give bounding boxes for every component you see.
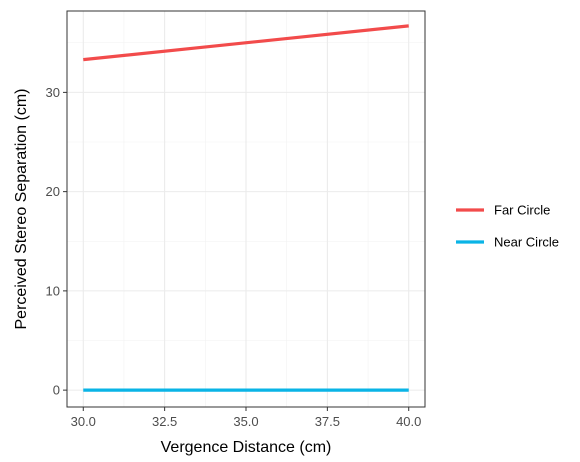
x-tick-label: 35.0 (233, 414, 258, 429)
y-tick-label: 20 (46, 184, 60, 199)
major-gridlines (67, 11, 425, 407)
x-axis: 30.0 32.5 35.0 37.5 40.0 (71, 407, 421, 429)
legend: Far Circle Near Circle (456, 203, 559, 250)
y-tick-label: 30 (46, 85, 60, 100)
legend-label-0: Far Circle (494, 203, 550, 218)
y-axis: 0 10 20 30 (46, 85, 67, 398)
y-tick-label: 10 (46, 283, 60, 298)
series-layer (83, 24, 409, 392)
x-tick-label: 30.0 (71, 414, 96, 429)
x-tick-label: 37.5 (315, 414, 340, 429)
x-axis-title: Vergence Distance (cm) (161, 439, 332, 456)
y-axis-title: Perceived Stereo Separation (cm) (13, 89, 30, 330)
legend-label-1: Near Circle (494, 235, 559, 250)
series-line-0 (83, 24, 409, 62)
x-tick-label: 32.5 (152, 414, 177, 429)
y-tick-label: 0 (53, 383, 60, 398)
x-tick-label: 40.0 (396, 414, 421, 429)
